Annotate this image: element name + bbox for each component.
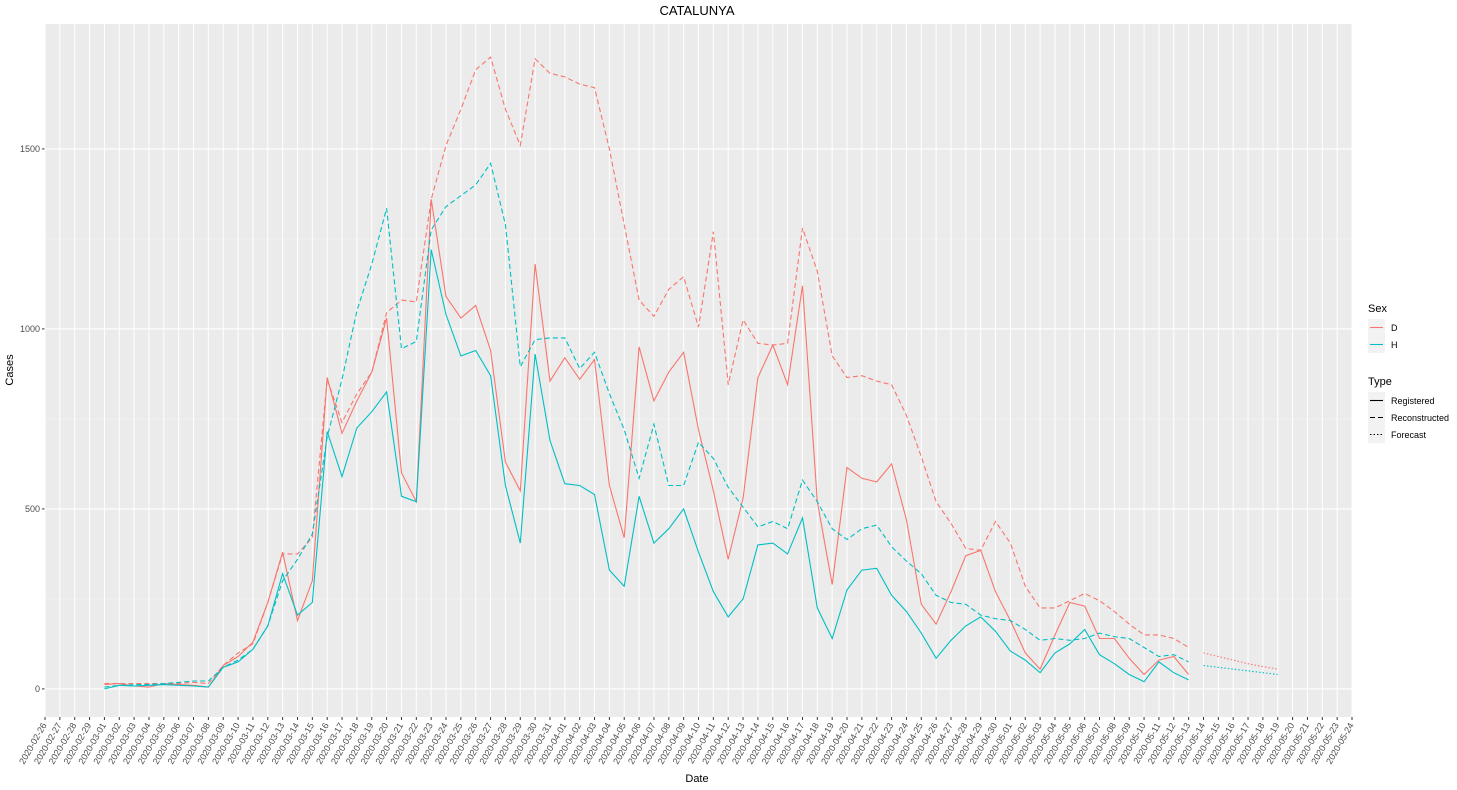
legend-label: H — [1391, 340, 1398, 350]
y-tick-label: 0 — [35, 684, 40, 694]
series-line — [104, 56, 1189, 685]
legend-label: Forecast — [1391, 430, 1427, 440]
legend-label: Registered — [1391, 396, 1435, 406]
legend-label: D — [1391, 323, 1398, 333]
y-axis-label: Cases — [4, 354, 16, 386]
x-axis-label: Date — [685, 773, 708, 785]
series-line — [104, 249, 1189, 690]
y-tick-label: 500 — [25, 504, 40, 514]
legend-label: Reconstructed — [1391, 413, 1449, 423]
y-tick-label: 1000 — [20, 324, 40, 334]
series-line — [1203, 652, 1278, 670]
legend-key — [1368, 426, 1385, 443]
legend-title: Type — [1368, 376, 1392, 388]
chart-title: CATALUNYA — [659, 3, 734, 18]
series-line — [104, 199, 1190, 688]
legend-key — [1368, 409, 1385, 426]
legend-title: Sex — [1368, 303, 1387, 315]
y-tick-label: 1500 — [20, 144, 40, 154]
